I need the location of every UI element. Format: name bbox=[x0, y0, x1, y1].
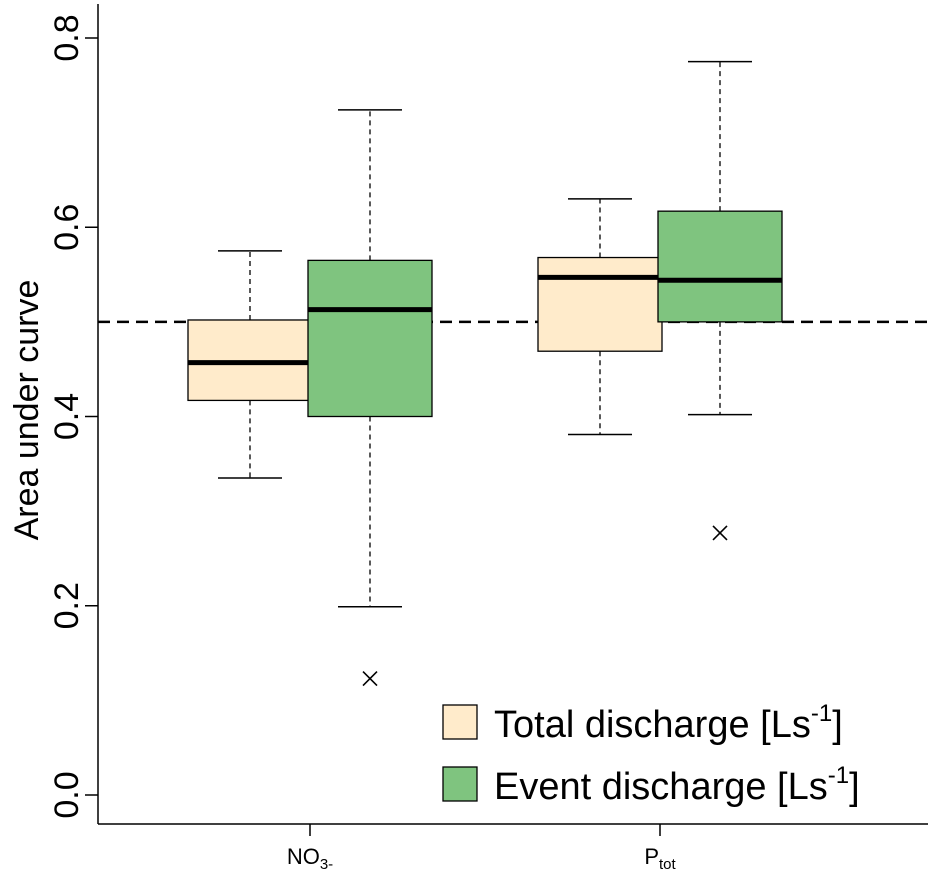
y-tick-label: 0.6 bbox=[48, 204, 86, 251]
legend: Total discharge [Ls-1] Event discharge [L… bbox=[442, 700, 860, 808]
axes: 0.0 0.2 0.4 0.6 0.8 NO3- Ptot bbox=[48, 4, 928, 871]
x-tick-label: NO3- bbox=[287, 844, 333, 871]
x-tick-label: Ptot bbox=[644, 844, 676, 871]
box-total-0 bbox=[187, 250, 313, 479]
y-tick-label: 0.8 bbox=[48, 14, 86, 61]
outlier-marker bbox=[712, 525, 728, 541]
y-tick-label: 0.4 bbox=[48, 393, 86, 440]
y-tick-label: 0.0 bbox=[48, 771, 86, 818]
legend-label: Event discharge [Ls-1] bbox=[494, 762, 860, 808]
box-iqr bbox=[657, 210, 783, 323]
box-iqr bbox=[537, 256, 663, 352]
box-event-1 bbox=[657, 60, 783, 541]
y-tick-label: 0.2 bbox=[48, 582, 86, 629]
boxes bbox=[187, 60, 783, 687]
legend-swatch bbox=[442, 704, 478, 740]
box-iqr bbox=[307, 259, 433, 418]
outlier-marker bbox=[362, 671, 378, 687]
outlier-stroke bbox=[712, 525, 728, 541]
outlier-stroke bbox=[362, 671, 378, 687]
box-event-0 bbox=[307, 109, 433, 687]
y-axis-label: Area under curve bbox=[8, 280, 46, 541]
legend-swatch bbox=[442, 766, 478, 802]
box-total-1 bbox=[537, 198, 663, 436]
legend-label: Total discharge [Ls-1] bbox=[494, 700, 843, 746]
